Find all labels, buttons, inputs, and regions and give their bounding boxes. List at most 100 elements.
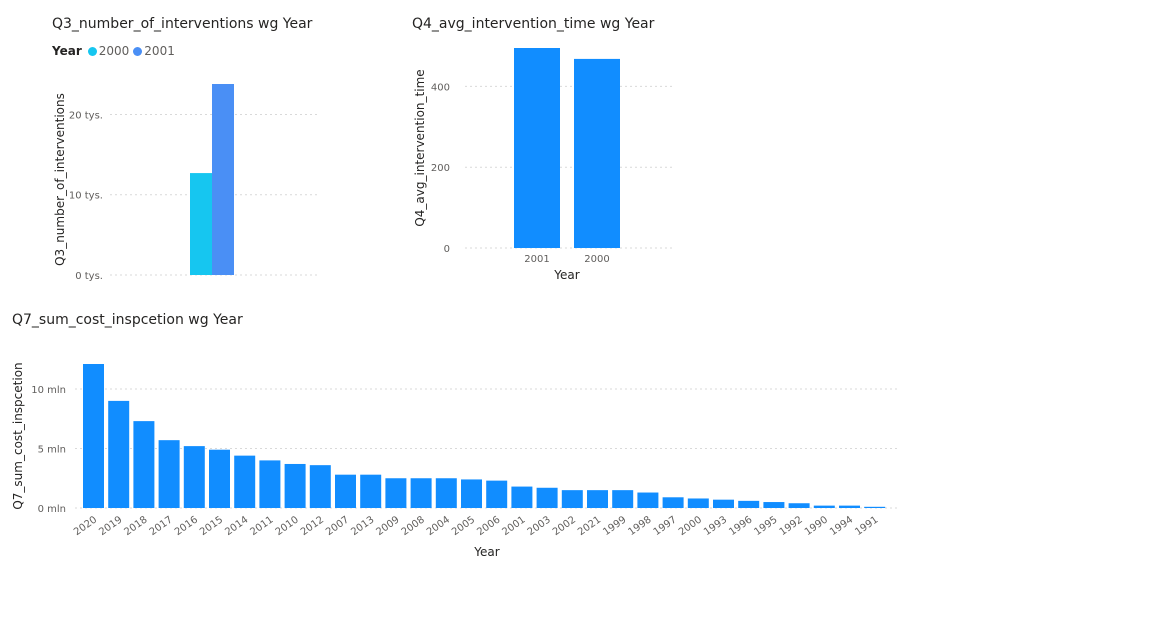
q7-chart: 0 mln 5 mln 10 mln Q7_sum_cost_inspcetion 20…	[11, 362, 900, 559]
q7-bar-1999	[612, 490, 634, 508]
q4-bar-2000	[574, 58, 620, 249]
q7-xtick-label: 2008	[400, 514, 427, 538]
q7-bar-2017	[158, 440, 180, 508]
q3-legend: Year 2000 2001	[52, 44, 179, 58]
q4-bar-2001	[514, 48, 560, 248]
q7-bar-2002	[561, 490, 583, 508]
q7-xtick-label: 2014	[223, 514, 250, 538]
q7-bar-2005	[461, 479, 482, 508]
q7-xtick-label: 2015	[198, 514, 225, 538]
q7-bar-2009	[385, 478, 407, 508]
q4-ytick-label: 0	[444, 244, 450, 255]
q7-xtick-label: 1997	[652, 514, 679, 538]
q7-x-axis-title: Year	[473, 545, 499, 559]
q7-visual[interactable]: Q7_sum_cost_inspcetion wg Year 0 mln 5 ml…	[0, 300, 920, 570]
q4-chart-title: Q4_avg_intervention_time wg Year	[412, 16, 655, 32]
q4-xtick-label: 2001	[524, 254, 549, 265]
q7-bar-2010	[284, 463, 306, 508]
q3-legend-item-2000[interactable]: 2000	[87, 44, 130, 58]
q7-xtick-label: 2002	[551, 514, 578, 538]
q7-bar-1990	[813, 505, 835, 508]
q3-legend-label-2001: 2001	[144, 44, 175, 58]
q3-chart-title: Q3_number_of_interventions wg Year	[52, 16, 313, 32]
q4-y-axis-title: Q4_avg_intervention_time	[413, 69, 427, 226]
q7-xtick-label: 2011	[248, 514, 275, 538]
q7-bar-2016	[183, 446, 205, 508]
q7-bar-1992	[788, 503, 810, 508]
q7-ytick-label: 10 mln	[31, 385, 66, 396]
q7-xtick-label: 2000	[677, 514, 704, 538]
q7-bar-2006	[486, 480, 508, 508]
q4-x-axis-title: Year	[553, 268, 579, 282]
q7-xtick-label: 1991	[853, 514, 880, 538]
q7-bar-2003	[536, 487, 558, 508]
q7-xtick-label: 2001	[500, 514, 527, 538]
q7-bar-2014	[234, 455, 256, 508]
q4-chart: 0 200 400 Q4_avg_intervention_time 2001 2000 Y…	[413, 48, 675, 282]
q4-ytick-label: 400	[431, 82, 450, 93]
q7-y-axis-title: Q7_sum_cost_inspcetion	[11, 362, 25, 509]
q7-bar-1991	[864, 506, 886, 508]
q7-bar-1997	[662, 497, 684, 508]
q7-xtick-label: 1994	[828, 514, 855, 538]
q7-xtick-label: 2020	[72, 514, 99, 538]
q7-xtick-label: 2012	[299, 514, 326, 538]
q7-ytick-label: 5 mln	[38, 444, 66, 455]
q3-legend-item-2001[interactable]: 2001	[133, 44, 175, 58]
q7-xtick-label: 2005	[450, 514, 477, 538]
q7-bar-2013	[360, 474, 382, 508]
q3-visual[interactable]: Q3_number_of_interventions wg Year Year …	[0, 0, 340, 300]
q7-bar-1993	[713, 499, 734, 508]
q7-bar-2019	[108, 400, 130, 508]
q3-bar-2000	[190, 173, 212, 275]
q3-bar-2001	[212, 84, 234, 275]
q7-xtick-label: 1995	[752, 514, 779, 538]
q7-xtick-label: 2004	[425, 514, 452, 538]
q7-xtick-label: 1992	[778, 514, 805, 538]
q7-xtick-label: 2016	[173, 514, 200, 538]
q4-xtick-label: 2000	[584, 254, 609, 265]
q7-bar-1994	[839, 505, 860, 508]
q7-xtick-label: 2019	[97, 514, 124, 538]
q7-xtick-label: 2017	[148, 514, 175, 538]
q7-xtick-label: 2013	[349, 514, 376, 538]
q7-xtick-label: 2007	[324, 514, 351, 538]
q7-xtick-label: 1993	[702, 514, 729, 538]
q7-bar-2015	[209, 449, 230, 508]
q7-bar-2018	[133, 421, 155, 508]
q7-xtick-label: 1998	[626, 514, 653, 538]
q7-bar-2021	[587, 490, 608, 508]
q7-xtick-label: 2021	[576, 514, 603, 538]
q3-chart: 0 tys. 10 tys. 20 tys.Q3_number_of_interve…	[53, 84, 318, 282]
q7-bar-1998	[637, 492, 659, 508]
q7-bar-2020	[83, 364, 104, 508]
q3-legend-label-2000: 2000	[98, 44, 130, 58]
q3-ytick-label: 20 tys.	[69, 110, 103, 121]
q7-bar-2008	[410, 478, 432, 508]
q3-ytick-label: 0 tys.	[75, 271, 103, 282]
q7-bar-1995	[763, 502, 785, 508]
q7-xtick-label: 1996	[727, 514, 754, 538]
q3-legend-title: Year	[52, 44, 82, 58]
q7-xtick-label: 1990	[803, 514, 830, 538]
q7-xtick-label: 2018	[122, 514, 149, 538]
legend-dot-icon	[87, 46, 97, 56]
q7-bar-2001	[511, 486, 533, 508]
legend-dot-icon	[133, 46, 143, 56]
q4-ytick-label: 200	[431, 163, 450, 174]
q7-xtick-label: 1999	[601, 514, 628, 538]
q7-chart-title: Q7_sum_cost_inspcetion wg Year	[12, 312, 243, 328]
q7-xtick-label: 2009	[374, 514, 401, 538]
q7-bar-1996	[738, 500, 760, 508]
q7-xtick-label: 2006	[475, 514, 502, 538]
q7-ytick-label: 0 mln	[38, 504, 66, 515]
q7-xtick-label: 2010	[274, 514, 301, 538]
q3-ytick-label: 10 tys.	[69, 191, 103, 202]
q7-bar-2011	[259, 460, 281, 508]
q4-visual[interactable]: Q4_avg_intervention_time wg Year 0 200 400…	[400, 0, 700, 300]
q7-bar-2004	[435, 478, 457, 508]
q7-xtick-label: 2003	[526, 514, 553, 538]
q7-bar-2000	[687, 498, 709, 508]
q7-bar-2012	[309, 465, 331, 508]
q3-y-axis-title: Q3_number_of_interventions	[53, 93, 67, 266]
